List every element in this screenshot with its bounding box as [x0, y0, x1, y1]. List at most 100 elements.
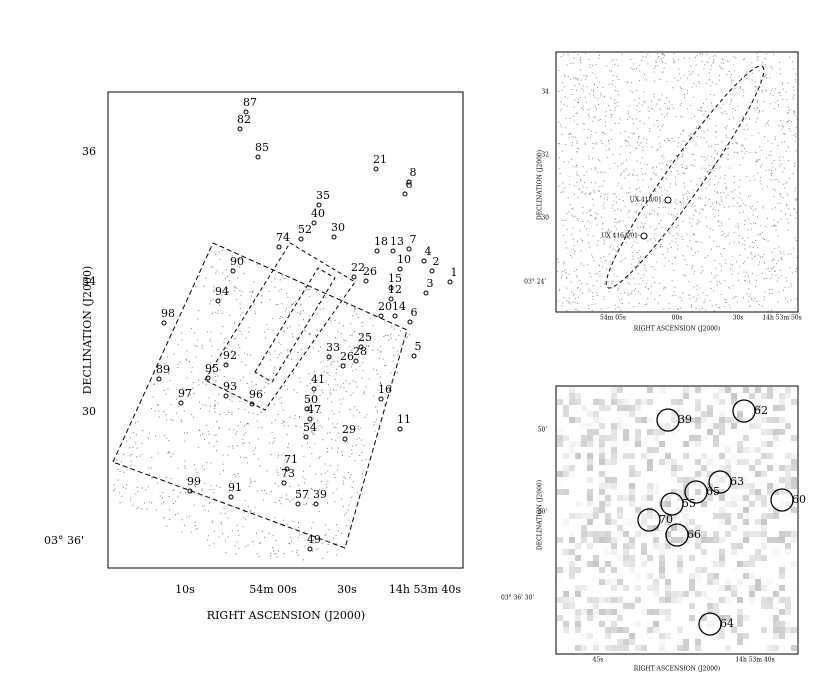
noise-dot: [769, 288, 771, 290]
noise-dot: [586, 228, 588, 230]
noise-pixel: [641, 417, 647, 423]
noise-dot: [704, 204, 706, 206]
noise-dot: [287, 446, 289, 448]
noise-dot: [230, 480, 232, 482]
noise-dot: [169, 519, 171, 521]
noise-dot: [617, 288, 619, 290]
noise-dot: [732, 297, 734, 299]
noise-dot: [233, 286, 235, 288]
noise-dot: [199, 408, 201, 410]
noise-dot: [793, 208, 795, 210]
noise-dot: [751, 228, 753, 230]
noise-dot: [771, 208, 773, 210]
noise-dot: [580, 180, 582, 182]
noise-dot: [606, 199, 608, 201]
noise-dot: [700, 197, 702, 199]
noise-dot: [254, 373, 256, 375]
noise-pixel: [683, 639, 689, 645]
noise-dot: [235, 287, 237, 289]
noise-pixel: [647, 465, 653, 471]
noise-dot: [581, 191, 583, 193]
noise-dot: [691, 153, 693, 155]
noise-dot: [245, 364, 247, 366]
noise-dot: [717, 104, 719, 106]
noise-dot: [312, 347, 314, 349]
noise-dot: [300, 304, 302, 306]
noise-dot: [611, 207, 613, 209]
source-label: 74: [276, 231, 290, 244]
noise-dot: [679, 86, 681, 88]
noise-dot: [631, 68, 633, 70]
noise-pixel: [575, 393, 581, 399]
source-label: 47: [307, 403, 321, 416]
noise-dot: [727, 195, 729, 197]
noise-dot: [744, 280, 746, 282]
noise-dot: [613, 275, 615, 277]
noise-dot: [652, 167, 654, 169]
noise-dot: [739, 212, 741, 214]
noise-dot: [741, 199, 743, 201]
noise-dot: [207, 535, 209, 537]
noise-dot: [566, 229, 568, 231]
source-label: 63: [730, 475, 744, 488]
noise-dot: [732, 79, 734, 81]
noise-dot: [601, 261, 603, 263]
noise-pixel: [653, 537, 659, 543]
noise-dot: [575, 136, 577, 138]
noise-pixel: [755, 471, 761, 477]
noise-dot: [658, 223, 660, 225]
noise-dot: [774, 270, 776, 272]
noise-dot: [782, 81, 784, 83]
noise-dot: [561, 89, 563, 91]
noise-dot: [698, 81, 700, 83]
noise-dot: [744, 220, 746, 222]
noise-pixel: [647, 525, 653, 531]
noise-dot: [118, 453, 120, 455]
noise-dot: [285, 475, 287, 477]
noise-dot: [219, 258, 221, 260]
noise-dot: [573, 120, 575, 122]
noise-dot: [737, 92, 739, 94]
noise-dot: [326, 451, 328, 453]
noise-pixel: [623, 645, 629, 651]
source-label: 6: [411, 306, 418, 319]
noise-dot: [710, 281, 712, 283]
noise-dot: [717, 143, 719, 145]
noise-dot: [647, 288, 649, 290]
noise-dot: [773, 53, 775, 55]
noise-dot: [744, 280, 746, 282]
noise-dot: [663, 265, 665, 267]
noise-dot: [264, 536, 266, 538]
noise-pixel: [557, 399, 563, 405]
noise-dot: [663, 202, 665, 204]
noise-dot: [216, 420, 218, 422]
noise-dot: [762, 89, 764, 91]
noise-dot: [642, 56, 644, 58]
noise-pixel: [593, 513, 599, 519]
noise-pixel: [611, 387, 617, 393]
noise-pixel: [677, 399, 683, 405]
noise-dot: [296, 425, 298, 427]
noise-dot: [702, 102, 704, 104]
noise-pixel: [575, 567, 581, 573]
noise-dot: [637, 128, 639, 130]
noise-dot: [720, 283, 722, 285]
noise-dot: [220, 523, 222, 525]
noise-dot: [378, 357, 380, 359]
noise-dot: [588, 193, 590, 195]
noise-dot: [209, 544, 211, 546]
noise-pixel: [599, 501, 605, 507]
noise-dot: [659, 108, 661, 110]
noise-dot: [588, 211, 590, 213]
noise-dot: [284, 421, 286, 423]
noise-dot: [727, 153, 729, 155]
noise-dot: [228, 428, 230, 430]
noise-pixel: [713, 537, 719, 543]
noise-dot: [292, 303, 294, 305]
noise-pixel: [593, 405, 599, 411]
noise-dot: [773, 196, 775, 198]
noise-dot: [774, 224, 776, 226]
noise-dot: [566, 212, 568, 214]
noise-dot: [232, 447, 234, 449]
noise-dot: [777, 221, 779, 223]
